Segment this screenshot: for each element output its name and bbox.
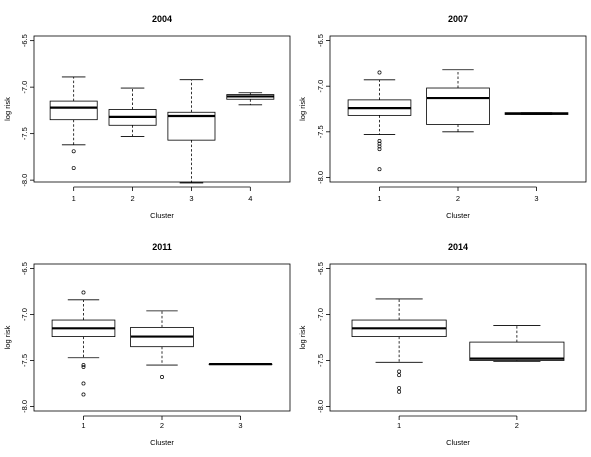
chart-title: 2004 xyxy=(152,14,172,24)
panel-2011: 2011 -6.5 -7.0 -7.5 -8.0 log risk 1 2 3 Cluster xyxy=(3,242,291,447)
y-tick-label: -8.0 xyxy=(20,174,29,187)
outlier-point xyxy=(397,373,402,378)
y-tick-label: -8.0 xyxy=(316,171,325,184)
y-tick-label: -7.5 xyxy=(316,354,325,367)
x-tick-label: 4 xyxy=(248,194,252,203)
y-tick-label: -7.5 xyxy=(316,125,325,138)
x-tick-label: 3 xyxy=(189,194,193,203)
x-tick-label: 2 xyxy=(456,194,460,203)
y-tick-label: -7.0 xyxy=(316,80,325,93)
box-cluster-2 xyxy=(108,87,157,137)
outlier-point xyxy=(377,138,382,143)
plot-frame xyxy=(33,35,291,183)
outlier-point xyxy=(377,167,382,172)
y-axis-label: log risk xyxy=(3,325,12,349)
chart-title: 2011 xyxy=(152,242,172,252)
x-tick-label: 2 xyxy=(160,421,164,430)
x-tick-label: 3 xyxy=(534,194,538,203)
x-tick-label: 2 xyxy=(515,421,519,430)
y-tick-label: -6.5 xyxy=(20,262,29,275)
x-tick-label: 3 xyxy=(238,421,242,430)
x-tick-label: 1 xyxy=(72,194,76,203)
chart-title: 2014 xyxy=(448,242,468,252)
y-tick-label: -7.0 xyxy=(316,308,325,321)
box-cluster-3 xyxy=(504,112,569,115)
box-cluster-1 xyxy=(49,76,98,171)
chart-title: 2007 xyxy=(448,14,468,24)
y-tick-label: -7.0 xyxy=(20,308,29,321)
y-axis-label: log risk xyxy=(3,97,12,121)
box-cluster-3 xyxy=(167,79,216,184)
box-cluster-1 xyxy=(347,70,412,172)
panel-2004: 2004 -6.5 -7.0 -7.5 -8.0 log risk 1 2 3 4 Cluster xyxy=(3,14,291,220)
outlier-point xyxy=(81,364,86,369)
outlier-point xyxy=(397,386,402,390)
box-cluster-1 xyxy=(351,298,447,394)
box-cluster-3 xyxy=(208,363,273,366)
box-cluster-4 xyxy=(226,92,275,106)
box-iqr xyxy=(426,87,490,125)
plot-frame xyxy=(329,35,587,183)
x-tick-label: 2 xyxy=(130,194,134,203)
y-tick-label: -7.5 xyxy=(20,127,29,140)
outlier-point xyxy=(81,381,86,386)
box-iqr xyxy=(469,341,565,361)
box-cluster-2 xyxy=(130,310,194,379)
y-axis-label: log risk xyxy=(298,325,307,349)
outlier-point xyxy=(81,290,86,295)
x-axis-label: Cluster xyxy=(446,438,470,447)
plot-frame xyxy=(33,263,291,412)
outlier-point xyxy=(160,375,164,379)
box-cluster-1 xyxy=(51,290,116,397)
x-axis-label: Cluster xyxy=(150,438,174,447)
outlier-point xyxy=(81,363,86,368)
y-tick-label: -6.5 xyxy=(316,34,325,47)
box-iqr xyxy=(49,100,98,121)
outlier-point xyxy=(377,141,382,146)
outlier-point xyxy=(81,392,86,397)
outlier-point xyxy=(397,369,402,374)
y-tick-label: -7.5 xyxy=(20,354,29,367)
y-tick-label: -8.0 xyxy=(20,400,29,413)
outlier-point xyxy=(397,389,402,394)
y-tick-label: -8.0 xyxy=(316,400,325,413)
outlier-point xyxy=(71,149,76,154)
x-axis-label: Cluster xyxy=(446,211,470,220)
outlier-point xyxy=(71,166,76,171)
x-tick-label: 1 xyxy=(81,421,85,430)
x-tick-label: 1 xyxy=(397,421,401,430)
y-tick-label: -6.5 xyxy=(316,262,325,275)
y-tick-label: -7.0 xyxy=(20,81,29,94)
panel-2007: 2007 -6.5 -7.0 -7.5 -8.0 log risk 1 2 3 Cluster xyxy=(298,14,587,220)
y-axis-label: log risk xyxy=(298,97,307,121)
outlier-point xyxy=(377,70,382,75)
outlier-point xyxy=(377,144,382,149)
y-tick-label: -6.5 xyxy=(20,34,29,47)
outlier-point xyxy=(377,147,382,152)
panel-2014: 2014 -6.5 -7.0 -7.5 -8.0 log risk 1 2 Cluster xyxy=(298,242,587,447)
plot-frame xyxy=(329,263,587,412)
x-tick-label: 1 xyxy=(377,194,381,203)
x-axis-label: Cluster xyxy=(150,211,174,220)
box-cluster-2 xyxy=(469,325,565,362)
box-cluster-2 xyxy=(426,69,490,133)
